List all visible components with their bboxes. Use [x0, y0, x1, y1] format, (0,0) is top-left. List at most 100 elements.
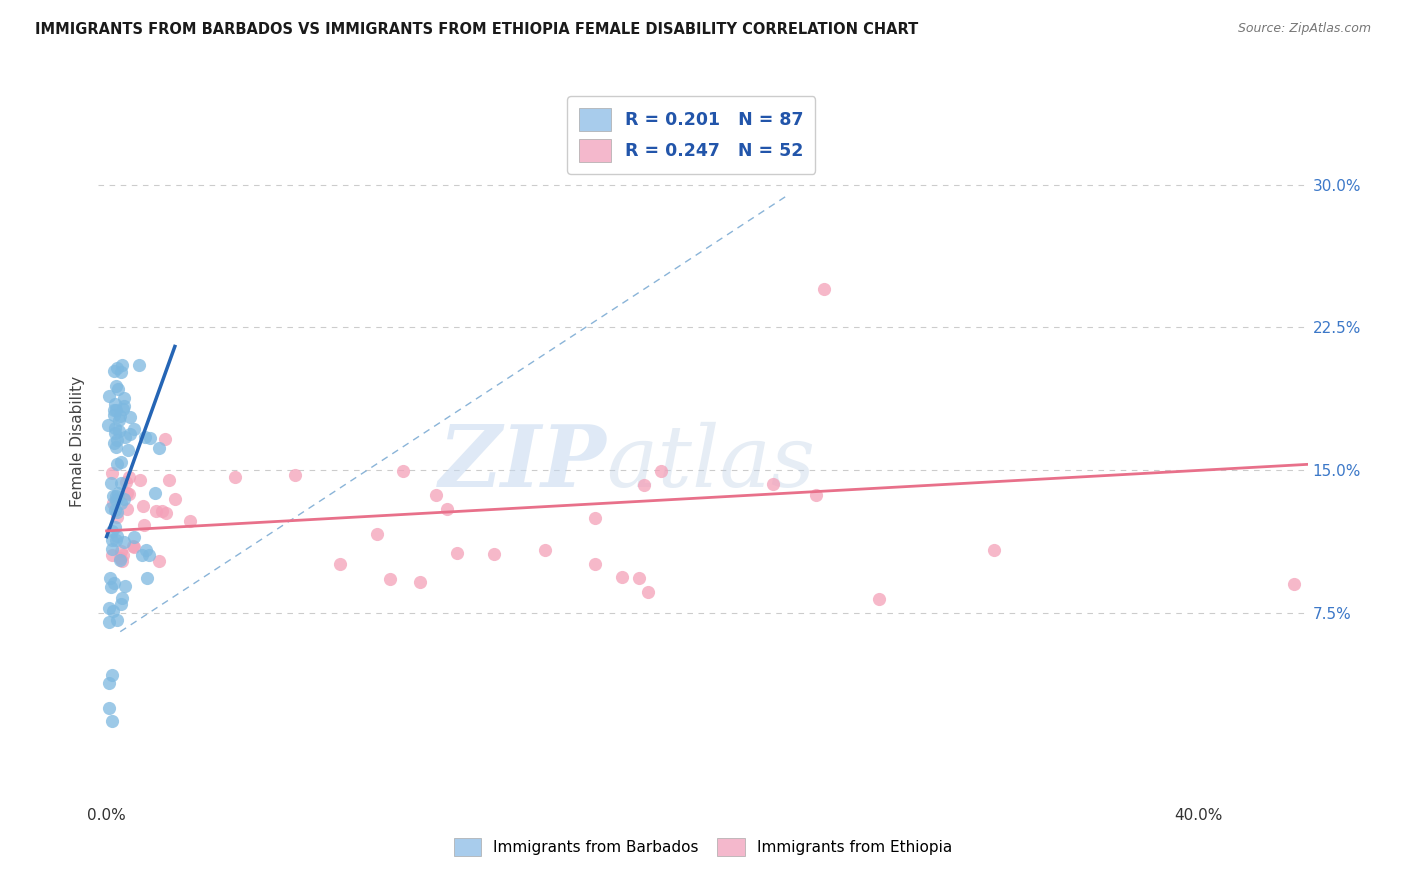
Point — [105, 613, 128, 627]
Point — [105, 360, 128, 375]
Point — [145, 504, 167, 518]
Point — [633, 478, 655, 492]
Point — [108, 413, 131, 427]
Point — [101, 533, 124, 547]
Point — [118, 486, 141, 500]
Point — [484, 547, 506, 561]
Point — [101, 490, 124, 504]
Point — [97, 417, 120, 432]
Point — [1282, 577, 1305, 591]
Point — [813, 282, 835, 296]
Point — [101, 668, 124, 682]
Point — [100, 501, 122, 516]
Point — [128, 359, 150, 373]
Point — [98, 676, 121, 690]
Point — [150, 504, 173, 518]
Point — [103, 403, 125, 417]
Text: ZIP: ZIP — [439, 421, 606, 505]
Point — [143, 486, 166, 500]
Point — [392, 464, 415, 478]
Point — [436, 502, 458, 516]
Text: IMMIGRANTS FROM BARBADOS VS IMMIGRANTS FROM ETHIOPIA FEMALE DISABILITY CORRELATI: IMMIGRANTS FROM BARBADOS VS IMMIGRANTS F… — [35, 22, 918, 37]
Point — [104, 403, 127, 417]
Point — [131, 548, 153, 562]
Point — [111, 591, 134, 605]
Point — [284, 468, 307, 483]
Point — [103, 576, 125, 591]
Point — [103, 363, 125, 377]
Point — [132, 499, 155, 513]
Point — [108, 409, 131, 423]
Point — [107, 529, 129, 543]
Point — [104, 426, 127, 441]
Point — [105, 379, 128, 393]
Point — [100, 580, 122, 594]
Point — [104, 533, 127, 547]
Point — [112, 399, 135, 413]
Point — [108, 552, 131, 566]
Point — [135, 543, 157, 558]
Point — [114, 475, 136, 490]
Point — [114, 579, 136, 593]
Point — [101, 604, 124, 618]
Point — [110, 365, 132, 379]
Point — [155, 506, 177, 520]
Point — [122, 530, 145, 544]
Point — [159, 473, 181, 487]
Point — [409, 575, 432, 590]
Point — [122, 541, 145, 555]
Point — [637, 585, 659, 599]
Point — [101, 466, 124, 480]
Point — [100, 476, 122, 491]
Point — [380, 573, 402, 587]
Point — [163, 491, 186, 506]
Point — [583, 511, 606, 525]
Point — [148, 554, 170, 568]
Point — [112, 391, 135, 405]
Point — [610, 569, 633, 583]
Point — [122, 539, 145, 553]
Point — [122, 421, 145, 435]
Point — [627, 571, 650, 585]
Point — [868, 592, 890, 607]
Point — [117, 486, 139, 500]
Point — [107, 382, 129, 396]
Point — [103, 408, 125, 422]
Point — [100, 524, 122, 538]
Point — [105, 458, 128, 472]
Point — [104, 440, 127, 454]
Legend: Immigrants from Barbados, Immigrants from Ethiopia: Immigrants from Barbados, Immigrants fro… — [447, 832, 959, 862]
Point — [110, 455, 132, 469]
Point — [104, 503, 127, 517]
Point — [806, 488, 828, 502]
Point — [129, 473, 152, 487]
Point — [425, 488, 447, 502]
Point — [101, 541, 124, 556]
Point — [120, 410, 142, 425]
Point — [138, 548, 160, 562]
Point — [111, 359, 134, 373]
Point — [650, 465, 672, 479]
Point — [98, 700, 121, 714]
Point — [112, 535, 135, 549]
Point — [104, 489, 127, 503]
Point — [112, 548, 135, 562]
Point — [111, 554, 134, 568]
Point — [110, 597, 132, 611]
Point — [114, 430, 136, 444]
Point — [117, 443, 139, 458]
Point — [329, 558, 352, 572]
Point — [111, 402, 134, 417]
Point — [97, 615, 120, 629]
Text: Source: ZipAtlas.com: Source: ZipAtlas.com — [1237, 22, 1371, 36]
Legend: R = 0.201   N = 87, R = 0.247   N = 52: R = 0.201 N = 87, R = 0.247 N = 52 — [567, 96, 815, 174]
Point — [366, 526, 388, 541]
Point — [110, 550, 132, 565]
Point — [108, 424, 131, 438]
Point — [105, 492, 128, 507]
Point — [115, 502, 138, 516]
Point — [101, 714, 124, 728]
Point — [148, 441, 170, 455]
Point — [110, 496, 132, 510]
Text: atlas: atlas — [606, 422, 815, 505]
